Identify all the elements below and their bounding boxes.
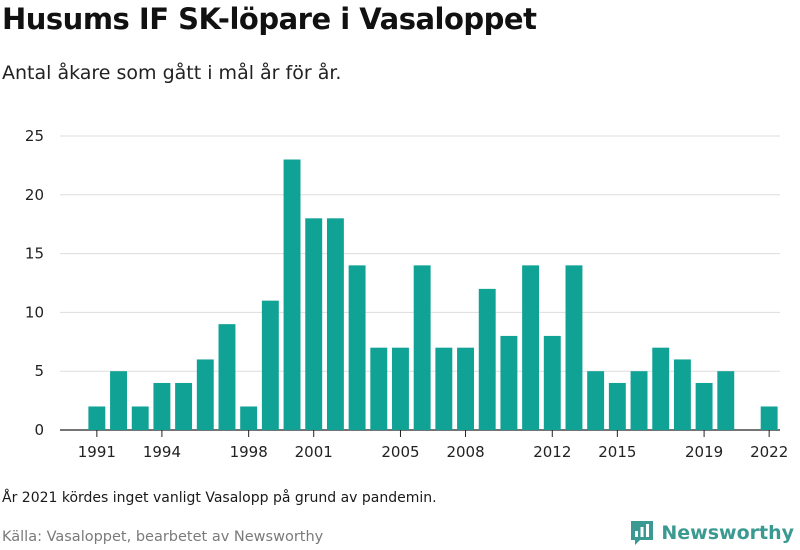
bar [196, 359, 214, 430]
brand-name: Newsworthy [661, 522, 794, 544]
bar [435, 347, 453, 430]
x-tick-label: 1998 [230, 443, 268, 461]
bar [717, 371, 735, 430]
bar [500, 335, 518, 430]
bar [457, 347, 474, 430]
bar-chart: 0 5 10 15 20 25 1991 1994 1998 2001 2005 2008 2012 20… [25, 127, 788, 461]
y-tick-label: 10 [25, 303, 44, 321]
bar [695, 382, 713, 430]
brand-logo: Newsworthy [629, 519, 794, 547]
x-tick-label: 2019 [685, 443, 723, 461]
bar [326, 218, 344, 430]
y-tick-label: 20 [25, 186, 44, 204]
bar [305, 218, 323, 430]
bar [218, 324, 236, 430]
bar [413, 265, 431, 430]
bar [565, 265, 583, 430]
bar [110, 371, 127, 430]
bar [630, 371, 648, 430]
bar [240, 406, 258, 430]
y-tick-label: 15 [25, 245, 44, 263]
footnote: År 2021 kördes inget vanligt Vasalopp på… [2, 490, 437, 506]
y-tick-label: 5 [34, 362, 44, 380]
chart-subtitle: Antal åkare som gått i mål år för år. [2, 62, 342, 84]
bar [587, 371, 605, 430]
x-tick-label: 2005 [381, 443, 419, 461]
bar [522, 265, 540, 430]
bar [88, 406, 106, 430]
bar [392, 347, 409, 430]
bar [478, 288, 496, 430]
y-tick-label: 0 [34, 421, 44, 439]
y-tick-label: 25 [25, 127, 44, 145]
bar [760, 406, 778, 430]
x-tick-label: 2015 [598, 443, 636, 461]
newsworthy-logo-icon [631, 521, 654, 545]
bar [261, 300, 279, 430]
x-tick-label: 2012 [533, 443, 571, 461]
bar [175, 382, 193, 430]
source-credit: Källa: Vasaloppet, bearbetet av Newswort… [2, 529, 324, 545]
bar [370, 347, 388, 430]
bar [283, 159, 301, 430]
x-tick-label: 2001 [295, 443, 333, 461]
x-tick-label: 2008 [446, 443, 484, 461]
bar [348, 265, 366, 430]
bar [652, 347, 670, 430]
x-tick-label: 1991 [78, 443, 116, 461]
bar [131, 406, 149, 430]
bar [153, 382, 171, 430]
bar [608, 382, 626, 430]
x-tick-label: 1994 [143, 443, 181, 461]
chart-title: Husums IF SK-löpare i Vasaloppet [2, 2, 537, 36]
bar [673, 359, 691, 430]
x-tick-label: 2022 [750, 443, 788, 461]
bar [543, 335, 561, 430]
